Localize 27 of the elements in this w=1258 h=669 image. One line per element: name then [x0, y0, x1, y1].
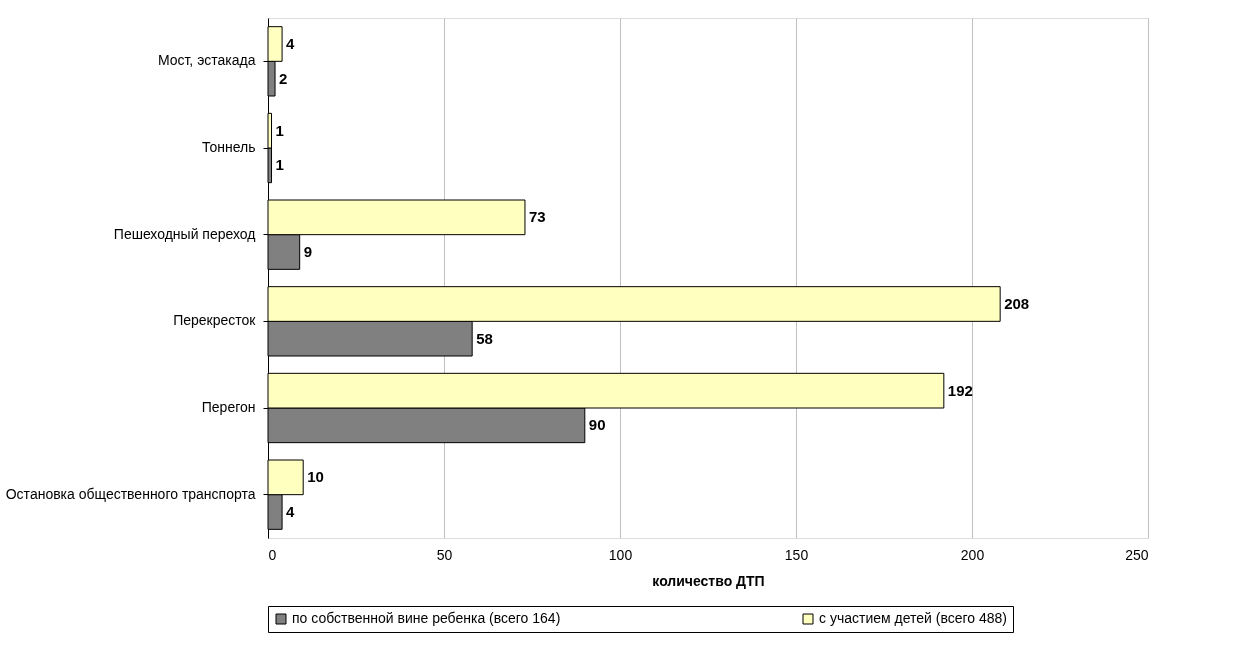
- y-tick-label: Остановка общественного транспорта: [5, 485, 256, 502]
- x-axis-title: количество ДТП: [652, 572, 765, 589]
- y-tick-label: Тоннель: [202, 139, 256, 155]
- x-tick-label: 150: [784, 546, 809, 563]
- data-label: 4: [286, 503, 296, 520]
- x-tick-label: 100: [608, 546, 633, 563]
- data-label: 58: [476, 329, 493, 347]
- data-label: 2: [279, 69, 288, 87]
- y-tick-label: Перегон: [201, 399, 256, 415]
- x-tick-label: 50: [436, 546, 453, 563]
- data-label: 1: [275, 156, 284, 174]
- data-label: 73: [528, 208, 546, 226]
- y-tick-label: Перекресток: [173, 312, 257, 329]
- y-tick-label: Мост, эстакада: [157, 52, 256, 69]
- data-label: 10: [307, 468, 324, 486]
- data-label: 192: [947, 381, 973, 399]
- data-label: 9: [303, 243, 313, 260]
- y-tick-label: Пешеходный переход: [113, 225, 256, 242]
- legend-label: с участием детей (всего 488): [819, 610, 1007, 626]
- data-label: 208: [1004, 295, 1030, 312]
- data-label: 90: [588, 416, 606, 434]
- data-label: 4: [286, 35, 296, 52]
- data-label: 1: [275, 121, 284, 139]
- legend-label: по собственной вине ребенка (всего 164): [292, 610, 561, 626]
- x-tick-label: 200: [960, 546, 985, 563]
- x-tick-label: 0: [268, 546, 277, 563]
- x-tick-label: 250: [1125, 546, 1149, 563]
